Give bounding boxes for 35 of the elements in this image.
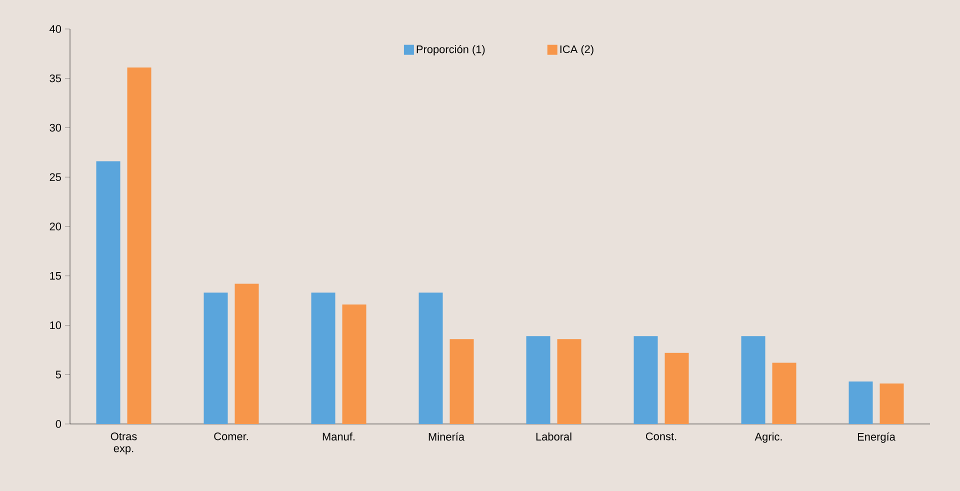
- bar: [234, 284, 259, 424]
- y-tick-label: 15: [50, 272, 62, 280]
- bar: [741, 336, 766, 424]
- y-tick-label: 0: [56, 420, 62, 428]
- y-tick-label: 20: [50, 222, 62, 230]
- y-tick-label: 5: [56, 370, 62, 378]
- x-tick-label: Const.: [646, 432, 676, 440]
- bar: [127, 68, 152, 424]
- bar: [311, 292, 336, 424]
- bar: [450, 339, 474, 424]
- bar: [526, 336, 550, 424]
- bar: [664, 352, 689, 424]
- x-tick-label: Comer.: [214, 432, 248, 440]
- bar: [848, 382, 873, 424]
- legend-label: Proporción (1): [416, 45, 485, 56]
- bar: [418, 292, 443, 424]
- bar: [634, 336, 658, 424]
- bar: [772, 362, 796, 424]
- y-tick-label: 40: [50, 25, 62, 33]
- x-tick-label: Agric.: [754, 432, 782, 443]
- bar: [880, 384, 904, 424]
- bar: [204, 292, 228, 424]
- y-tick-label: 35: [50, 74, 62, 82]
- x-tick-label: Laboral: [536, 432, 572, 441]
- bar: [96, 161, 120, 424]
- x-tick-label: Minería: [428, 432, 465, 441]
- x-tick-label: Otras exp.: [110, 432, 137, 454]
- bar: [342, 304, 366, 424]
- x-tick-label: Manuf.: [322, 432, 355, 441]
- y-tick-label: 10: [50, 321, 62, 330]
- bar: [557, 339, 582, 424]
- x-tick-label: Energía: [858, 432, 896, 443]
- legend-label: ICA (2): [560, 45, 594, 56]
- y-tick-label: 30: [50, 124, 62, 132]
- y-tick-label: 25: [50, 173, 62, 181]
